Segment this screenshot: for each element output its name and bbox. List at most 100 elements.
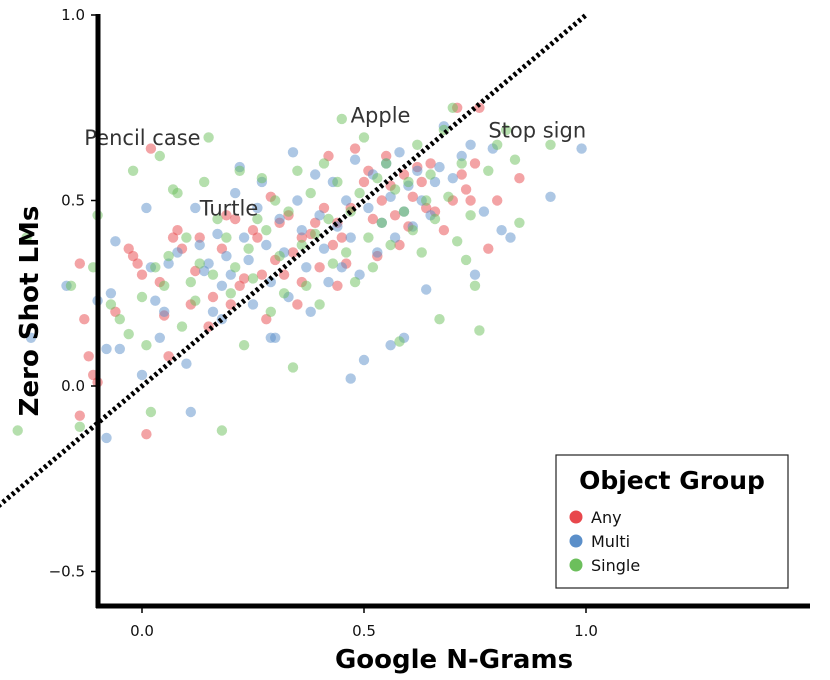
point-single-9 bbox=[123, 328, 134, 340]
point-multi-44 bbox=[305, 306, 316, 317]
point-any-44 bbox=[327, 239, 339, 251]
point-single-55 bbox=[332, 176, 343, 188]
point-single-85 bbox=[465, 210, 476, 221]
point-multi-13 bbox=[159, 306, 170, 317]
point-single-75 bbox=[421, 195, 432, 206]
point-single-72 bbox=[407, 225, 418, 236]
point-multi-9 bbox=[141, 202, 152, 214]
point-single-22 bbox=[185, 276, 196, 288]
point-single-46 bbox=[292, 165, 303, 176]
point-any-78 bbox=[238, 273, 250, 284]
point-single-7 bbox=[105, 299, 117, 310]
point-any-41 bbox=[314, 262, 325, 273]
point-single-86 bbox=[469, 280, 481, 291]
point-any-2 bbox=[79, 314, 90, 325]
legend-label-single: Single bbox=[591, 556, 640, 575]
point-single-19 bbox=[172, 187, 183, 199]
point-single-31 bbox=[225, 288, 236, 299]
point-any-76 bbox=[492, 195, 503, 206]
point-single-26 bbox=[203, 132, 214, 143]
point-single-3 bbox=[65, 280, 77, 291]
point-single-2 bbox=[21, 232, 32, 243]
point-single-36 bbox=[247, 273, 259, 284]
y-tick-label-0: −0.5 bbox=[49, 563, 85, 581]
point-any-52 bbox=[367, 213, 379, 225]
point-multi-43 bbox=[301, 262, 312, 273]
point-single-37 bbox=[252, 213, 263, 225]
point-multi-0 bbox=[25, 332, 37, 343]
x-tick-label-1: 0.0 bbox=[130, 622, 154, 640]
point-multi-56 bbox=[358, 354, 370, 366]
point-single-35 bbox=[243, 243, 254, 254]
point-multi-64 bbox=[394, 147, 405, 158]
point-any-50 bbox=[358, 176, 370, 188]
point-single-61 bbox=[358, 132, 370, 143]
reference-line bbox=[0, 13, 588, 508]
point-multi-82 bbox=[505, 232, 516, 243]
point-multi-37 bbox=[274, 213, 285, 225]
point-single-91 bbox=[509, 154, 521, 165]
point-multi-4 bbox=[105, 288, 117, 299]
point-multi-75 bbox=[447, 173, 458, 184]
point-multi-54 bbox=[349, 154, 361, 165]
point-single-57 bbox=[341, 247, 352, 258]
point-single-28 bbox=[212, 213, 223, 225]
legend-title: Object Group bbox=[579, 466, 765, 495]
point-single-30 bbox=[221, 232, 232, 243]
point-any-22 bbox=[207, 291, 219, 303]
point-multi-68 bbox=[412, 165, 423, 176]
point-single-83 bbox=[456, 158, 467, 169]
x-tick-label-3: 1.0 bbox=[574, 622, 598, 640]
point-single-8 bbox=[114, 314, 126, 325]
point-single-20 bbox=[176, 321, 188, 332]
legend-marker-any bbox=[569, 510, 583, 524]
axes bbox=[95, 14, 810, 609]
point-multi-59 bbox=[372, 247, 383, 258]
point-multi-34 bbox=[261, 239, 272, 251]
point-multi-78 bbox=[469, 269, 481, 280]
point-single-90 bbox=[500, 124, 512, 136]
point-single-42 bbox=[274, 250, 285, 262]
point-single-44 bbox=[283, 206, 294, 217]
point-multi-29 bbox=[238, 232, 250, 243]
point-single-78 bbox=[434, 314, 445, 325]
point-single-52 bbox=[318, 158, 330, 169]
point-single-77 bbox=[429, 213, 441, 225]
point-multi-8 bbox=[136, 369, 148, 381]
legend-label-multi: Multi bbox=[591, 532, 630, 551]
point-single-67 bbox=[385, 239, 396, 251]
annotation-2: Stop sign bbox=[488, 118, 586, 142]
point-any-72 bbox=[465, 195, 476, 206]
point-single-14 bbox=[150, 262, 161, 273]
point-any-36 bbox=[287, 247, 299, 258]
point-any-1 bbox=[74, 258, 86, 269]
point-single-66 bbox=[381, 158, 392, 169]
point-single-92 bbox=[514, 217, 525, 228]
point-single-63 bbox=[367, 262, 379, 273]
point-multi-7 bbox=[101, 432, 112, 444]
point-single-34 bbox=[238, 340, 250, 351]
point-single-47 bbox=[296, 239, 307, 251]
point-multi-22 bbox=[207, 306, 219, 317]
point-multi-79 bbox=[478, 206, 490, 217]
point-single-49 bbox=[305, 187, 316, 199]
point-multi-23 bbox=[212, 228, 223, 240]
point-multi-48 bbox=[323, 276, 334, 288]
point-single-68 bbox=[389, 184, 401, 195]
point-any-11 bbox=[141, 429, 152, 440]
point-single-69 bbox=[394, 336, 405, 347]
y-tick-label-1: 0.0 bbox=[61, 377, 85, 395]
point-any-77 bbox=[514, 173, 525, 184]
point-multi-18 bbox=[190, 202, 201, 214]
point-single-33 bbox=[234, 165, 245, 176]
point-multi-53 bbox=[345, 232, 356, 243]
point-multi-31 bbox=[247, 299, 259, 310]
point-any-65 bbox=[425, 158, 436, 169]
point-multi-30 bbox=[243, 254, 254, 266]
point-single-41 bbox=[270, 195, 281, 206]
legend-marker-single bbox=[569, 558, 583, 572]
y-axis-title: Zero Shot LMs bbox=[15, 206, 45, 417]
point-multi-85 bbox=[345, 373, 356, 384]
point-any-12 bbox=[145, 143, 157, 154]
